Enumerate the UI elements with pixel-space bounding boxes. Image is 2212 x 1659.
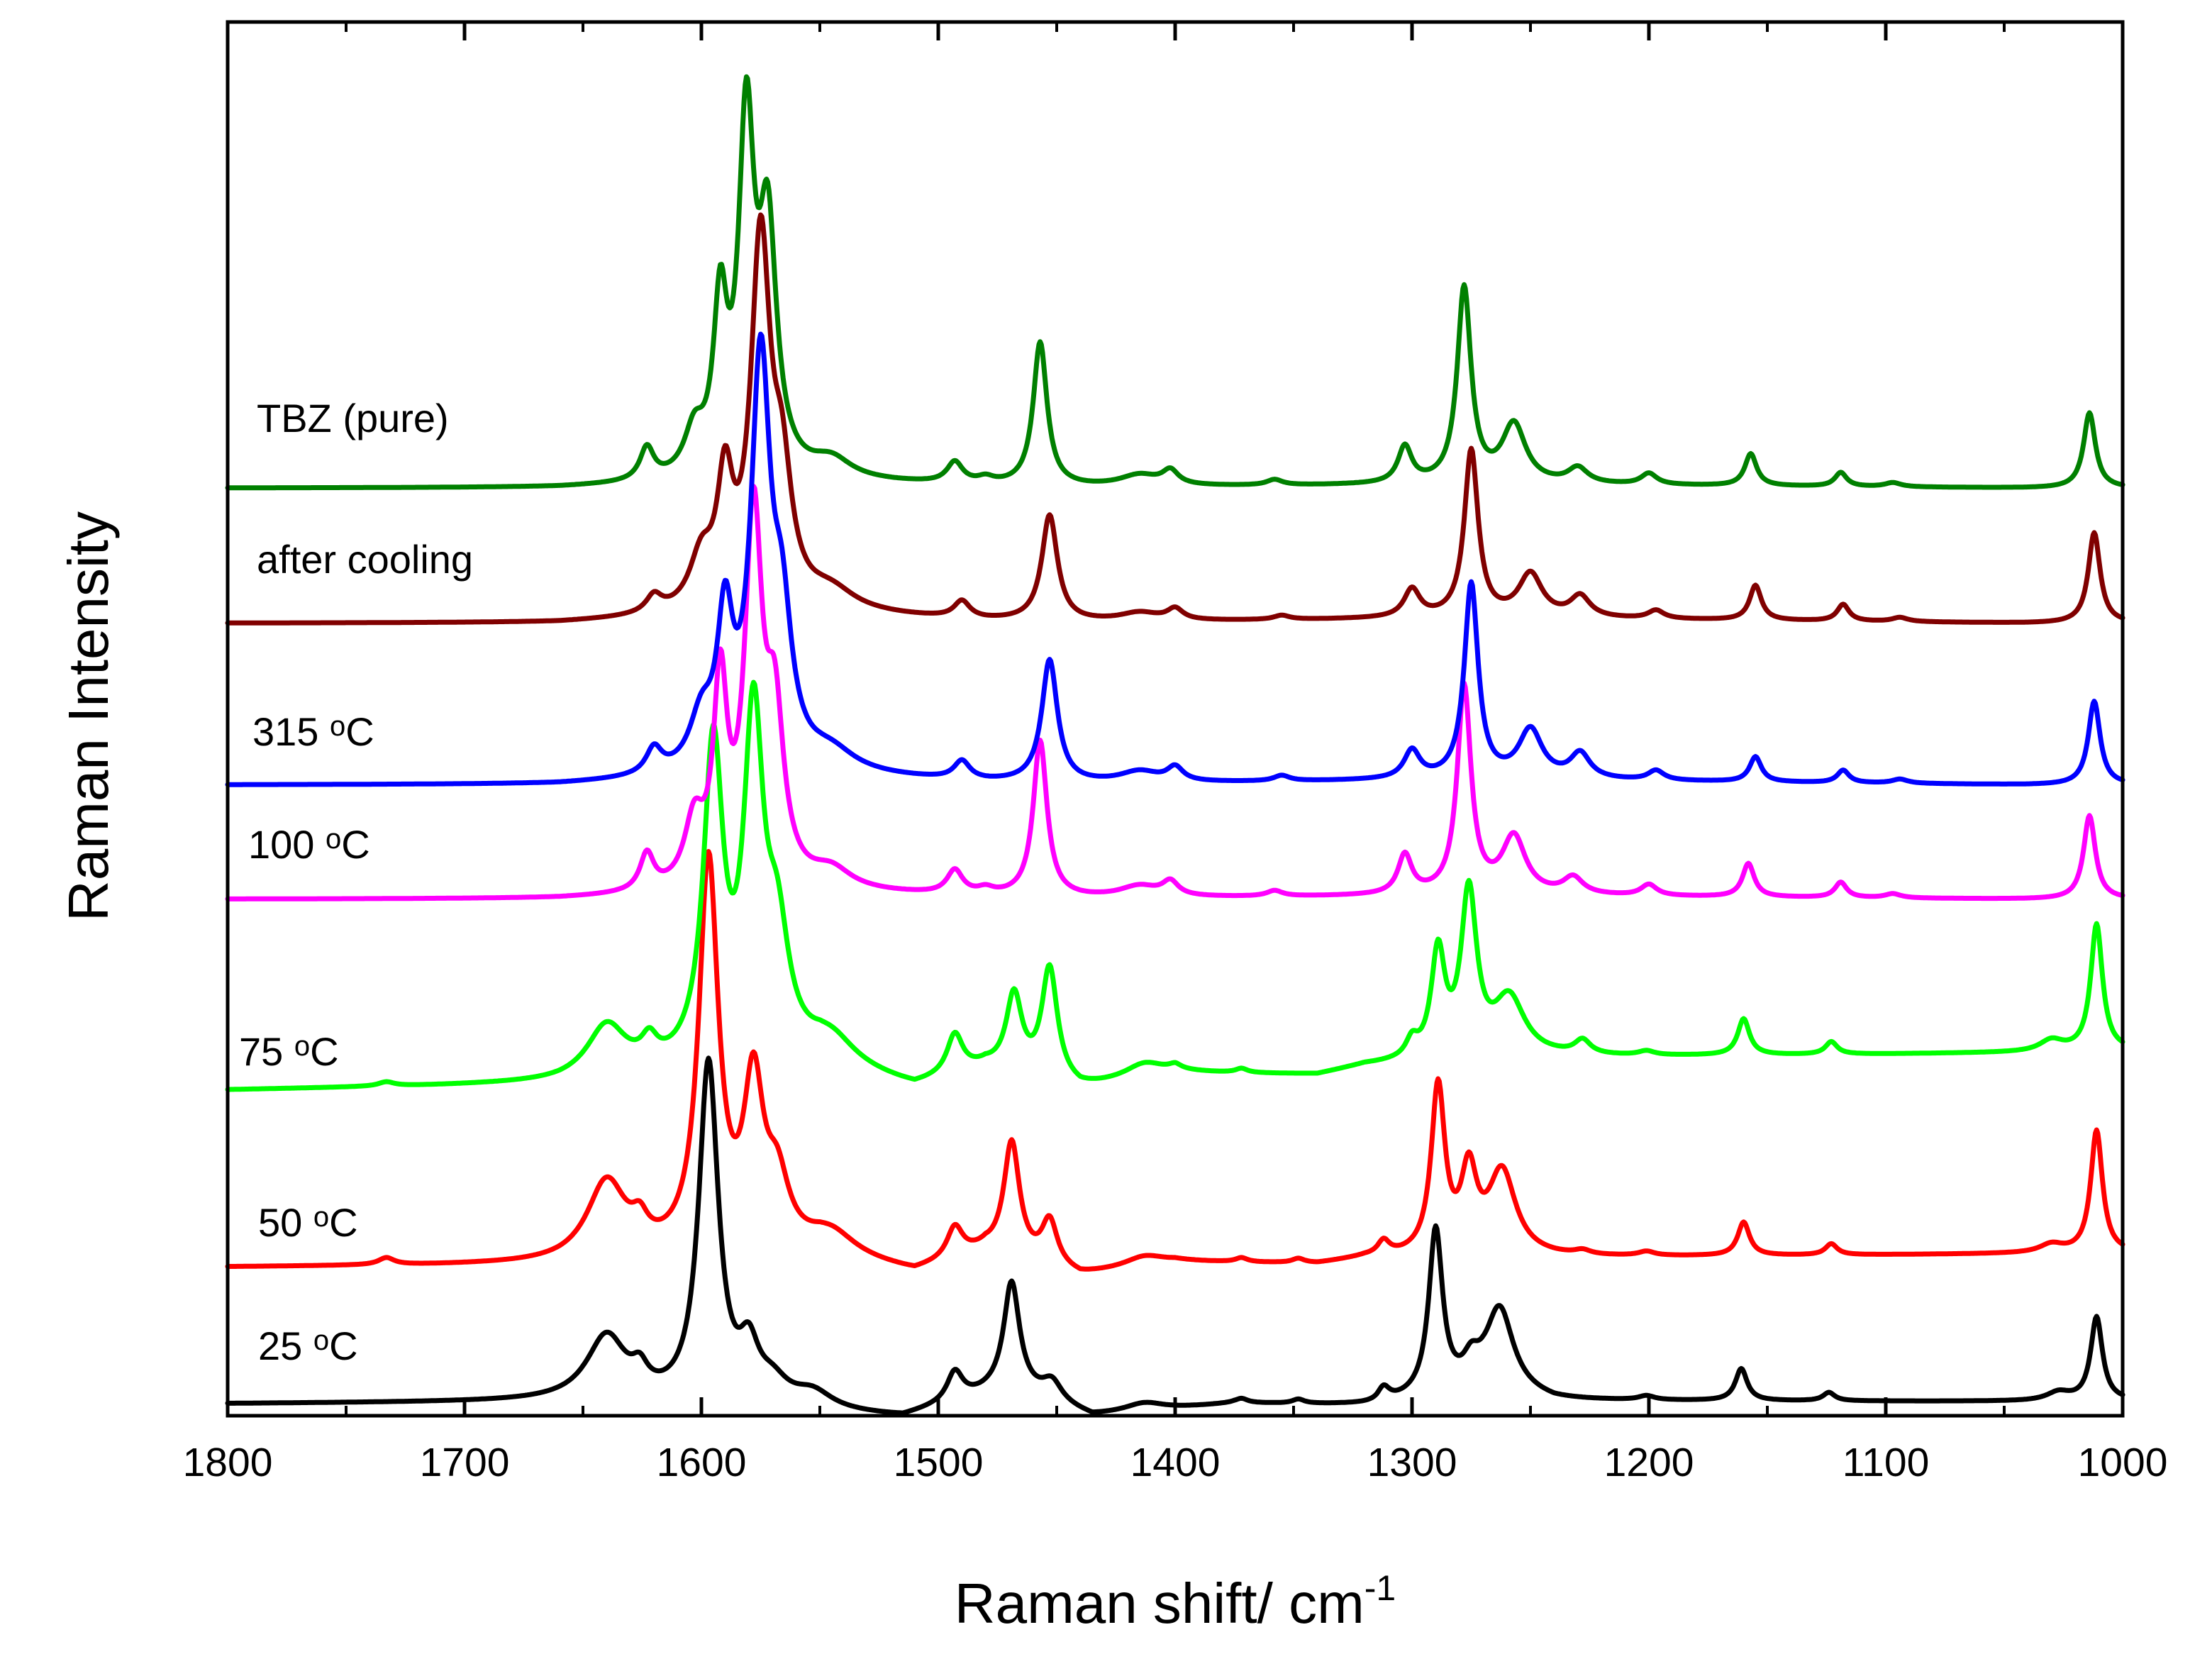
series-line-3 (225, 484, 2125, 901)
series-label-2: 75 oC (239, 1029, 339, 1074)
series-line-2 (225, 679, 2125, 1092)
series-label-unit: C (341, 822, 369, 867)
x-tick-label: 1400 (1130, 1440, 1221, 1485)
x-tick-label: 1800 (183, 1440, 273, 1485)
series-label-degree: o (294, 1031, 310, 1062)
series-line-6 (225, 74, 2125, 491)
series-label-main: 100 (248, 822, 326, 867)
series-label-3: 100 oC (248, 822, 370, 867)
series-label-0: 25 oC (258, 1324, 358, 1368)
series-label-unit: C (329, 1324, 357, 1368)
series-label-main: after cooling (257, 537, 473, 582)
series-label-main: 50 (258, 1200, 313, 1245)
x-tick-label: 1100 (1843, 1440, 1930, 1485)
x-tick-label: 1300 (1367, 1440, 1457, 1485)
series-line-4 (225, 331, 2125, 787)
x-axis-title: Raman shift/ cm-1 (955, 1568, 1396, 1635)
series-label-unit: C (310, 1029, 338, 1074)
series-label-degree: o (313, 1202, 329, 1233)
series-label-degree: o (313, 1325, 329, 1356)
x-tick-label: 1600 (657, 1440, 747, 1485)
x-axis-title-main: Raman shift/ cm (955, 1572, 1365, 1635)
series-label-main: 315 (252, 709, 330, 754)
series-label-main: 75 (239, 1029, 294, 1074)
series-group (225, 74, 2125, 1416)
series-label-5: after cooling (257, 537, 473, 582)
x-tick-label: 1700 (420, 1440, 510, 1485)
series-label-unit: C (345, 709, 374, 754)
x-tick-label: 1000 (2078, 1440, 2168, 1485)
series-label-main: TBZ (pure) (257, 396, 449, 440)
x-tick-label: 1500 (894, 1440, 984, 1485)
series-label-main: 25 (258, 1324, 313, 1368)
series-label-1: 50 oC (258, 1200, 358, 1245)
series-label-4: 315 oC (252, 709, 374, 754)
x-axis-ticks: 1800 1700 1600 1500 1400 1300 1200 1100 1000 (183, 22, 2168, 1485)
series-label-6: TBZ (pure) (257, 396, 449, 440)
series-label-degree: o (326, 823, 341, 855)
series-line-1 (225, 849, 2125, 1272)
series-label-degree: o (330, 711, 345, 742)
series-line-5 (225, 212, 2125, 626)
y-axis-title: Raman Intensity (57, 511, 120, 921)
x-axis-title-superscript: -1 (1365, 1568, 1396, 1608)
series-label-unit: C (329, 1200, 357, 1245)
x-tick-label: 1200 (1604, 1440, 1694, 1485)
